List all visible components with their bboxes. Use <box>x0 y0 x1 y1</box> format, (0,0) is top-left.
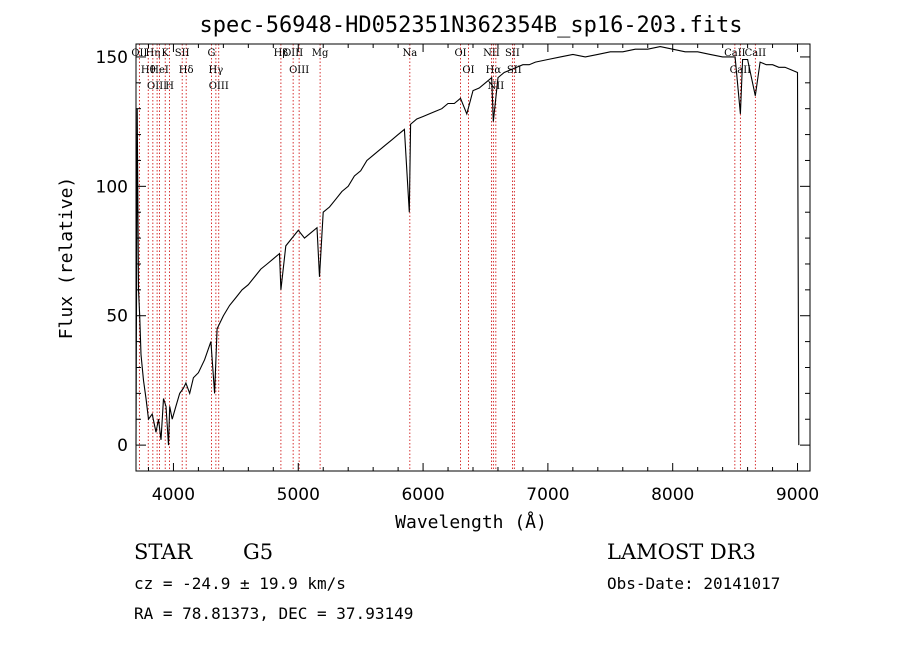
line-label-21: NII <box>488 81 505 92</box>
line-label-1: OII <box>131 48 147 59</box>
redshift-velocity: cz = -24.9 ± 19.9 km/s <box>134 574 346 593</box>
line-label-14: OIII <box>289 65 309 76</box>
x-tick-label-0: 4000 <box>152 485 195 505</box>
line-label-13: OIII <box>283 48 303 59</box>
object-class: STAR <box>134 540 193 564</box>
line-label-15: Mg <box>312 48 329 59</box>
chart-title: spec-56948-HD052351N362354B_sp16-203.fit… <box>199 13 742 38</box>
line-label-16: Na <box>402 48 417 59</box>
line-label-22: SII <box>505 48 520 59</box>
x-tick-label-1: 5000 <box>277 485 320 505</box>
x-axis-ticks: 4000 5000 6000 7000 8000 9000 <box>147 44 819 505</box>
line-label-10: Hγ <box>209 65 224 76</box>
spectral-subclass: G5 <box>243 540 274 564</box>
y-tick-label-1: 50 <box>106 307 128 327</box>
line-label-8: Hδ <box>179 65 194 76</box>
line-label-11: G <box>208 48 216 59</box>
y-tick-label-0: 0 <box>117 436 128 456</box>
x-axis-label: Wavelength (Å) <box>395 511 547 533</box>
plot-frame <box>135 43 811 472</box>
line-label-2: OIII <box>147 81 167 92</box>
x-tick-label-3: 7000 <box>526 485 569 505</box>
line-label-4: Hη <box>145 48 160 59</box>
line-label-20: NII <box>483 48 500 59</box>
x-tick-label-4: 8000 <box>651 485 694 505</box>
line-label-25: CaII <box>730 65 752 76</box>
y-axis-ticks: 0 50 100 150 <box>96 48 810 472</box>
line-label-23: SII <box>507 65 522 76</box>
line-label-7: SII <box>175 48 190 59</box>
line-label-18: OI <box>462 65 474 76</box>
line-label-19: Hα <box>486 65 502 76</box>
line-label-6: H <box>165 81 174 92</box>
flux-series-line <box>135 46 800 446</box>
survey-name: LAMOST DR3 <box>607 540 756 564</box>
line-label-24: CaII <box>724 48 746 59</box>
y-tick-label-2: 100 <box>96 177 128 197</box>
spectral-line-markers <box>138 44 756 471</box>
line-label-9: OIII <box>209 81 229 92</box>
x-tick-label-5: 9000 <box>776 485 819 505</box>
ra-dec-coordinates: RA = 78.81373, DEC = 37.93149 <box>134 604 414 623</box>
line-label-5: K <box>161 48 169 59</box>
line-label-17: OI <box>454 48 466 59</box>
observation-date: Obs-Date: 20141017 <box>607 574 781 593</box>
line-label-3: HeI <box>150 65 169 76</box>
spectral-line-labels: OIIHθHηOIIIHeIKHSIIHδGHγOIIIHβOIIIOIIIMg… <box>131 48 766 92</box>
line-label-26: CaII <box>745 48 767 59</box>
line-label-0: Hθ <box>141 65 156 76</box>
line-label-12: Hβ <box>274 48 289 59</box>
y-tick-label-3: 150 <box>96 48 128 68</box>
x-tick-label-2: 6000 <box>401 485 444 505</box>
y-axis-label: Flux (relative) <box>56 177 77 340</box>
